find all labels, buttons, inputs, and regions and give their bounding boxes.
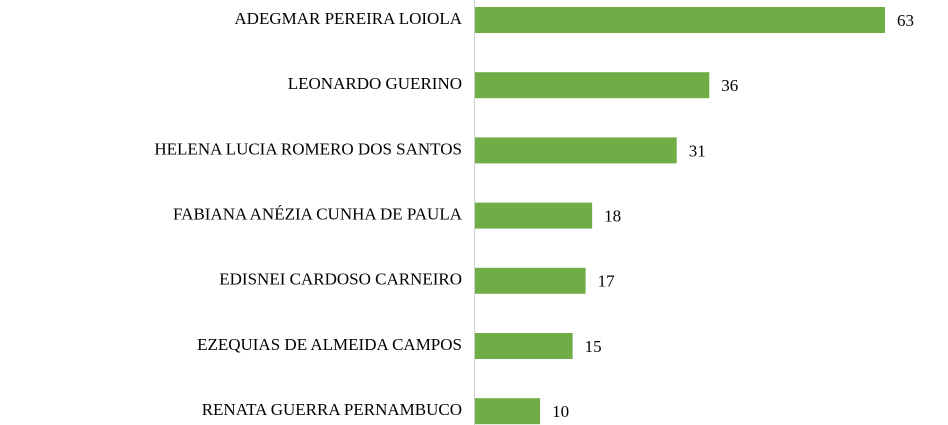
bar: [475, 398, 541, 425]
category-label: LEONARDO GUERINO: [288, 74, 462, 93]
category-label: ADEGMAR PEREIRA LOIOLA: [234, 9, 462, 28]
bar: [475, 333, 573, 359]
value-label: 31: [689, 141, 706, 160]
category-label: RENATA GUERRA PERNAMBUCO: [202, 400, 462, 419]
value-label: 18: [604, 207, 621, 226]
bar: [475, 7, 885, 33]
value-label: 10: [552, 402, 569, 421]
category-label: HELENA LUCIA ROMERO DOS SANTOS: [154, 139, 462, 158]
bar: [475, 267, 586, 294]
value-label: 17: [598, 272, 616, 291]
bar: [475, 137, 677, 164]
bar: [475, 202, 593, 229]
category-label: EDISNEI CARDOSO CARNEIRO: [219, 270, 462, 289]
value-label: 15: [585, 337, 602, 356]
value-label: 36: [721, 76, 738, 95]
value-label: 63: [897, 11, 914, 30]
bar: [475, 72, 710, 99]
category-label: EZEQUIAS DE ALMEIDA CAMPOS: [197, 335, 462, 354]
category-label: FABIANA ANÉZIA CUNHA DE PAULA: [173, 205, 463, 224]
